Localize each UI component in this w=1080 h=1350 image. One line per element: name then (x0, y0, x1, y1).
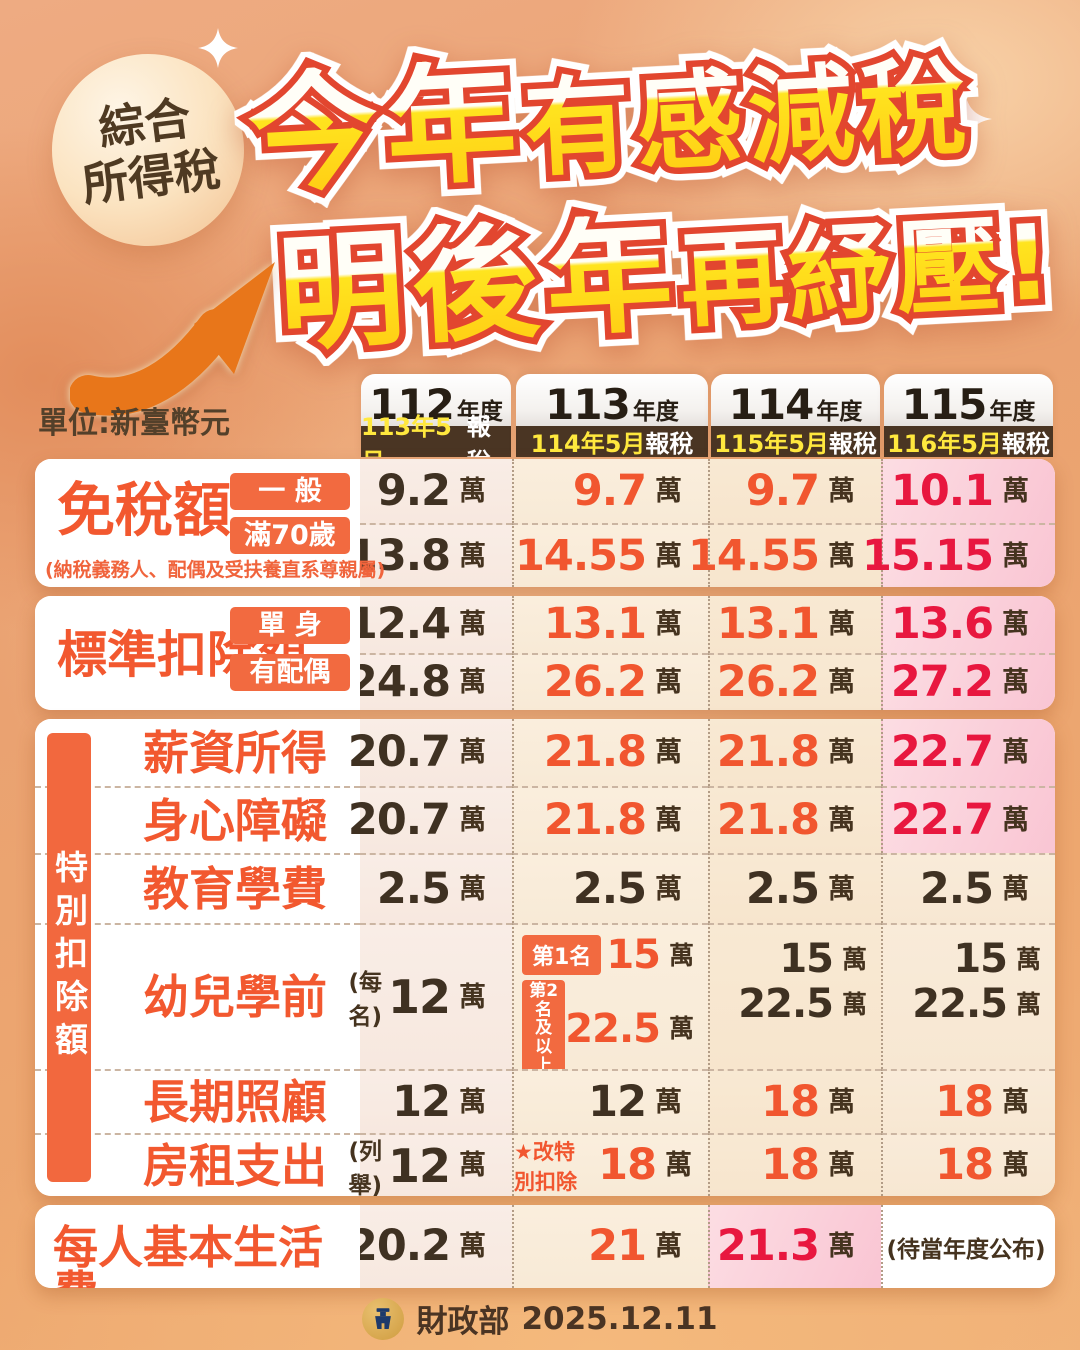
value-cell: 21.8 萬 (512, 719, 708, 786)
value-cell: 2.5 萬 (360, 853, 512, 923)
unit-label: 單位:新臺幣元 (38, 406, 230, 441)
general-badge: 一 般 (230, 473, 350, 510)
preschool-115-cell: 15 萬 22.5 萬 (881, 923, 1055, 1069)
value-cell: 12.4 萬 (348, 596, 512, 653)
column-header-114: 114 年度 115年5月 報稅 (711, 374, 880, 457)
value-cell: 10.1 萬 (881, 459, 1055, 523)
value-cell: 22.7 萬 (881, 719, 1055, 786)
over70-badge: 滿70歲 (230, 517, 350, 554)
value-cell: 18 萬 (881, 1133, 1055, 1196)
married-badge: 有配偶 (230, 654, 350, 691)
arrow-up-icon (70, 262, 275, 416)
value-cell: 15.15 萬 (862, 523, 1055, 587)
row-title: 每人基本生活費 (53, 1221, 324, 1288)
value-cell: 21.3 萬 (708, 1205, 881, 1288)
value-cell: 2.5 萬 (708, 853, 881, 923)
value-cell: 2.5 萬 (512, 853, 708, 923)
exemption-caption: (納稅義務人、配偶及受扶養直系尊親屬) (45, 559, 386, 581)
mof-logo-icon (362, 1297, 405, 1340)
basic-label-cell: 每人基本生活費 (35, 1205, 360, 1288)
side-title: 特別扣除額 (49, 850, 89, 1065)
value-cell: 21 萬 (512, 1205, 708, 1288)
standard-deduction-card: 標準扣除額 單 身 有配偶 12.4 萬 13.1 萬 13.1 萬 13.6 萬 24… (35, 596, 1055, 710)
value-cell: ★改特別扣除 18 萬 (512, 1133, 708, 1196)
value-cell: 20.7 萬 (348, 786, 512, 853)
exemption-label-cell: 免稅額 一 般 滿70歲 (納稅義務人、配偶及受扶養直系尊親屬) (35, 459, 385, 587)
standard-label-cell: 標準扣除額 單 身 有配偶 (35, 596, 360, 710)
value-cell: 13.1 萬 (512, 596, 708, 653)
preschool-114-cell: 15 萬 22.5 萬 (708, 923, 881, 1069)
value-cell: 12 萬 (360, 1069, 512, 1133)
value-cell: 18 萬 (881, 1069, 1055, 1133)
value-cell: 18 萬 (708, 1069, 881, 1133)
column-header-113: 113 年度 114年5月 報稅 (516, 374, 708, 457)
value-cell: 18 萬 (708, 1133, 881, 1196)
value-cell: 20.7 萬 (348, 719, 512, 786)
value-cell: 21.8 萬 (512, 786, 708, 853)
basic-living-card: 每人基本生活費 20.2萬 21萬 21.3萬 (待當年度公布) (35, 1205, 1055, 1288)
single-badge: 單 身 (230, 607, 350, 644)
value-cell: 26.2 萬 (512, 653, 708, 710)
value-cell: 26.2 萬 (708, 653, 881, 710)
column-header-115: 115 年度 116年5月 報稅 (884, 374, 1053, 457)
first-child-badge: 第1名 (522, 935, 602, 975)
value-cell: 2.5 萬 (881, 853, 1055, 923)
footer-org: 財政部 (416, 1304, 510, 1340)
value-cell: 21.8 萬 (708, 719, 881, 786)
value-cell: 13.6 萬 (881, 596, 1055, 653)
footer: 財政部 2025.12.11 (0, 1296, 1080, 1341)
value-cell: 9.7 萬 (708, 459, 881, 523)
value-cell: 12 萬 (512, 1069, 708, 1133)
value-cell: 20.2 萬 (348, 1205, 512, 1288)
value-cell: 21.8 萬 (708, 786, 881, 853)
value-cell: 27.2 萬 (881, 653, 1055, 710)
second-child-badge: 第2名 及以上 (522, 980, 566, 1078)
value-cell: 14.55 萬 (512, 523, 708, 587)
value-cell: 22.7 萬 (881, 786, 1055, 853)
sparkle-icon (938, 92, 992, 146)
value-cell: 14.55 萬 (688, 523, 881, 587)
value-cell: 24.8 萬 (348, 653, 512, 710)
value-cell: 9.2 萬 (360, 459, 512, 523)
value-cell: (列舉) 12 萬 (348, 1133, 512, 1196)
value-cell: (每名) 12 萬 (348, 923, 512, 1069)
pending-cell: (待當年度公布) (881, 1205, 1055, 1288)
value-cell: 13.8 萬 (348, 523, 512, 587)
special-deductions-card: 特別扣除額 薪資所得 20.7 萬 21.8 萬 21.8 萬 22.7 萬 身心障礙 … (35, 719, 1055, 1196)
exemption-card: 免稅額 一 般 滿70歲 (納稅義務人、配偶及受扶養直系尊親屬) 9.2 萬 9.… (35, 459, 1055, 587)
sparkle-icon (198, 28, 238, 68)
row-title: 免稅額 (57, 476, 232, 544)
special-deductions-side-bar: 特別扣除額 (47, 733, 91, 1182)
footer-date: 2025.12.11 (521, 1300, 718, 1337)
value-cell: 9.7 萬 (512, 459, 708, 523)
value-cell: 13.1 萬 (708, 596, 881, 653)
